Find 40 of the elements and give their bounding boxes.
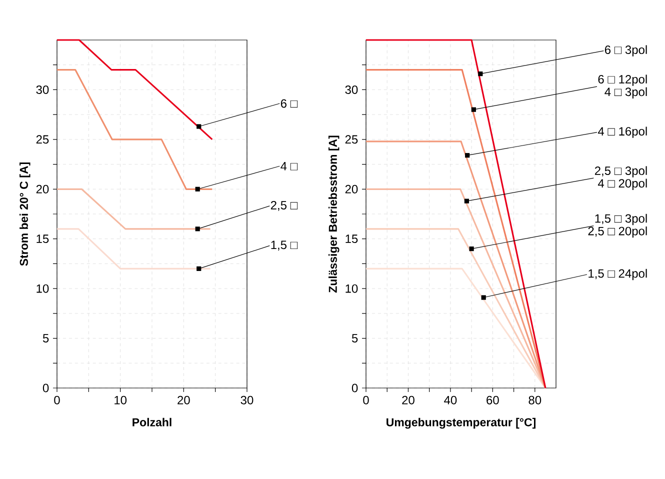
x-tick-label: 20 (178, 396, 190, 404)
annotation: 2,5 □ (270, 200, 298, 211)
y-tick-label: 10 (36, 284, 49, 293)
x-axis-title: Polzahl (132, 418, 172, 426)
y-tick-label: 15 (346, 234, 358, 244)
y-tick-label: 25 (345, 135, 358, 144)
annotation: 1,5 □ 3pol (595, 214, 647, 226)
x-tick-label: 80 (528, 396, 542, 404)
y-tick-label: 15 (36, 234, 49, 244)
y-tick-label: 0 (352, 384, 358, 392)
text: 2,5 □ 20pol (588, 226, 647, 238)
y-tick-label: 20 (36, 184, 49, 194)
annotation: 4 □ (280, 162, 298, 170)
text: 4 □ 3pol (604, 87, 647, 98)
annotation: 6 □ 3pol (604, 45, 647, 56)
annotation: 1,5 □ (271, 240, 298, 251)
x-tick-label: 40 (444, 396, 457, 404)
x-tick-label: 0 (54, 396, 60, 404)
y-tick-label: 0 (42, 384, 49, 392)
annotation: 6 □ 12pol (598, 74, 647, 86)
y-tick-label: 30 (345, 85, 358, 94)
y-tick-label: 10 (346, 284, 358, 293)
y-tick-label: 25 (36, 135, 49, 144)
text: 4 □ 20pol (598, 178, 647, 190)
x-tick-label: 10 (114, 396, 127, 404)
annotation: 1,5 □ 24pol (588, 268, 647, 280)
annotation: 2,5 □ 3pol (594, 166, 647, 178)
x-tick-label: 0 (363, 396, 369, 404)
y-tick-label: 20 (345, 184, 358, 194)
y-tick-label: 5 (352, 334, 358, 342)
x-axis-title: Umgebungstemperatur [°C] (386, 418, 536, 429)
x-tick-label: 60 (486, 396, 499, 404)
y-tick-label: 30 (36, 85, 49, 94)
y-axis-title: Zulässiger Betriebsstrom [A] (328, 136, 340, 293)
y-axis-title: Strom bei 20° C [A] (20, 162, 30, 266)
x-tick-label: 20 (402, 396, 414, 404)
annotation: 4 □ 16pol (598, 126, 647, 138)
x-tick-label: 30 (240, 396, 254, 404)
y-tick-label: 5 (42, 334, 49, 342)
annotation: 6 □ (280, 99, 298, 108)
